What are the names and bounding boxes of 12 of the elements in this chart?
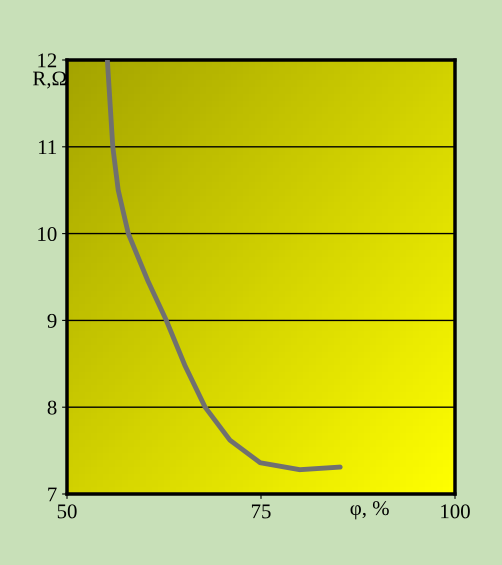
y-tick-label: 10 — [38, 226, 56, 242]
x-tick-label: 50 — [58, 504, 77, 518]
y-axis-title: R,Ω — [33, 72, 66, 89]
y-tick-label: 12 — [38, 53, 56, 68]
x-tick-label: 100 — [441, 504, 470, 518]
x-tick-label: 75 — [252, 504, 271, 518]
y-tick-label: 9 — [48, 314, 56, 328]
x-axis-title: φ, % — [350, 501, 389, 520]
y-tick-label: 7 — [48, 488, 57, 502]
y-tick-label: 11 — [39, 140, 56, 154]
line-series — [104, 60, 343, 472]
y-tick-label: 8 — [48, 400, 56, 415]
